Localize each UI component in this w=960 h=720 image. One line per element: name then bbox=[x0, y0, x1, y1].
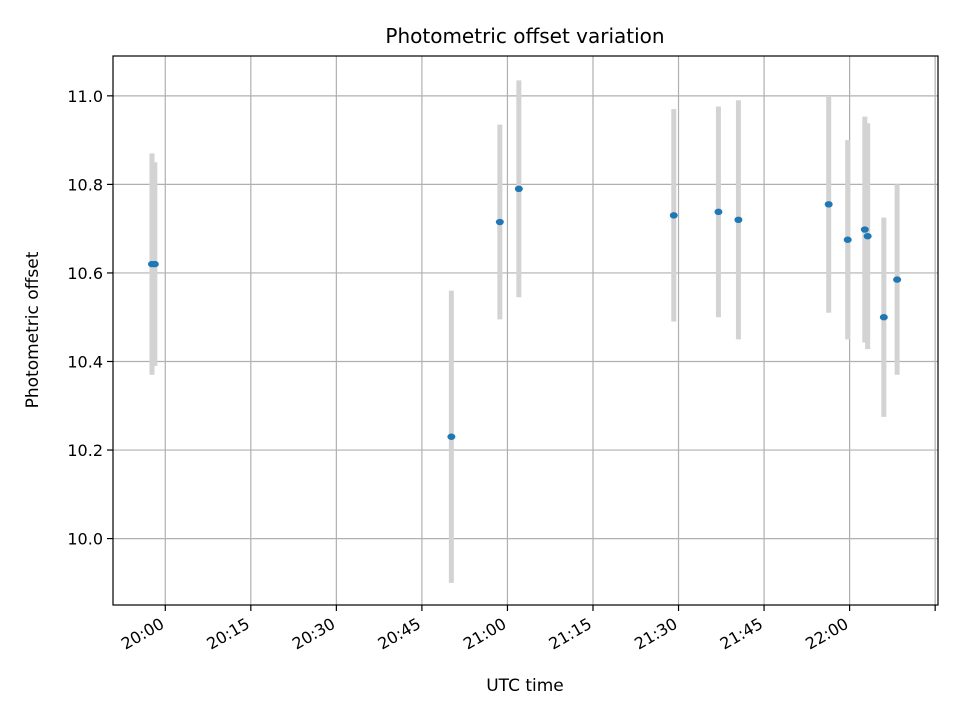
data-point bbox=[714, 208, 723, 216]
y-tick-label: 11.0 bbox=[67, 87, 103, 106]
y-tick-label: 10.6 bbox=[67, 264, 103, 283]
grid bbox=[113, 56, 938, 605]
y-tick-label: 10.2 bbox=[67, 441, 103, 460]
data-point bbox=[734, 216, 743, 224]
data-point bbox=[447, 433, 456, 440]
data-point bbox=[863, 232, 872, 240]
data-point bbox=[860, 226, 869, 233]
data-point bbox=[824, 201, 833, 208]
data-point bbox=[843, 236, 852, 243]
data-point bbox=[495, 218, 504, 226]
data-point bbox=[669, 212, 678, 219]
data-point bbox=[514, 185, 523, 193]
plot-frame bbox=[112, 55, 939, 606]
data-point bbox=[893, 276, 902, 283]
y-tick-label: 10.8 bbox=[67, 175, 103, 194]
data-point bbox=[879, 314, 888, 321]
y-axis-title: Photometric offset bbox=[23, 251, 43, 408]
x-axis-title: UTC time bbox=[486, 676, 564, 696]
y-tick-label: 10.0 bbox=[67, 530, 103, 549]
chart-title: Photometric offset variation bbox=[385, 24, 664, 48]
data-point bbox=[150, 260, 159, 268]
data-points bbox=[147, 185, 902, 440]
y-tick-label: 10.4 bbox=[67, 352, 103, 371]
